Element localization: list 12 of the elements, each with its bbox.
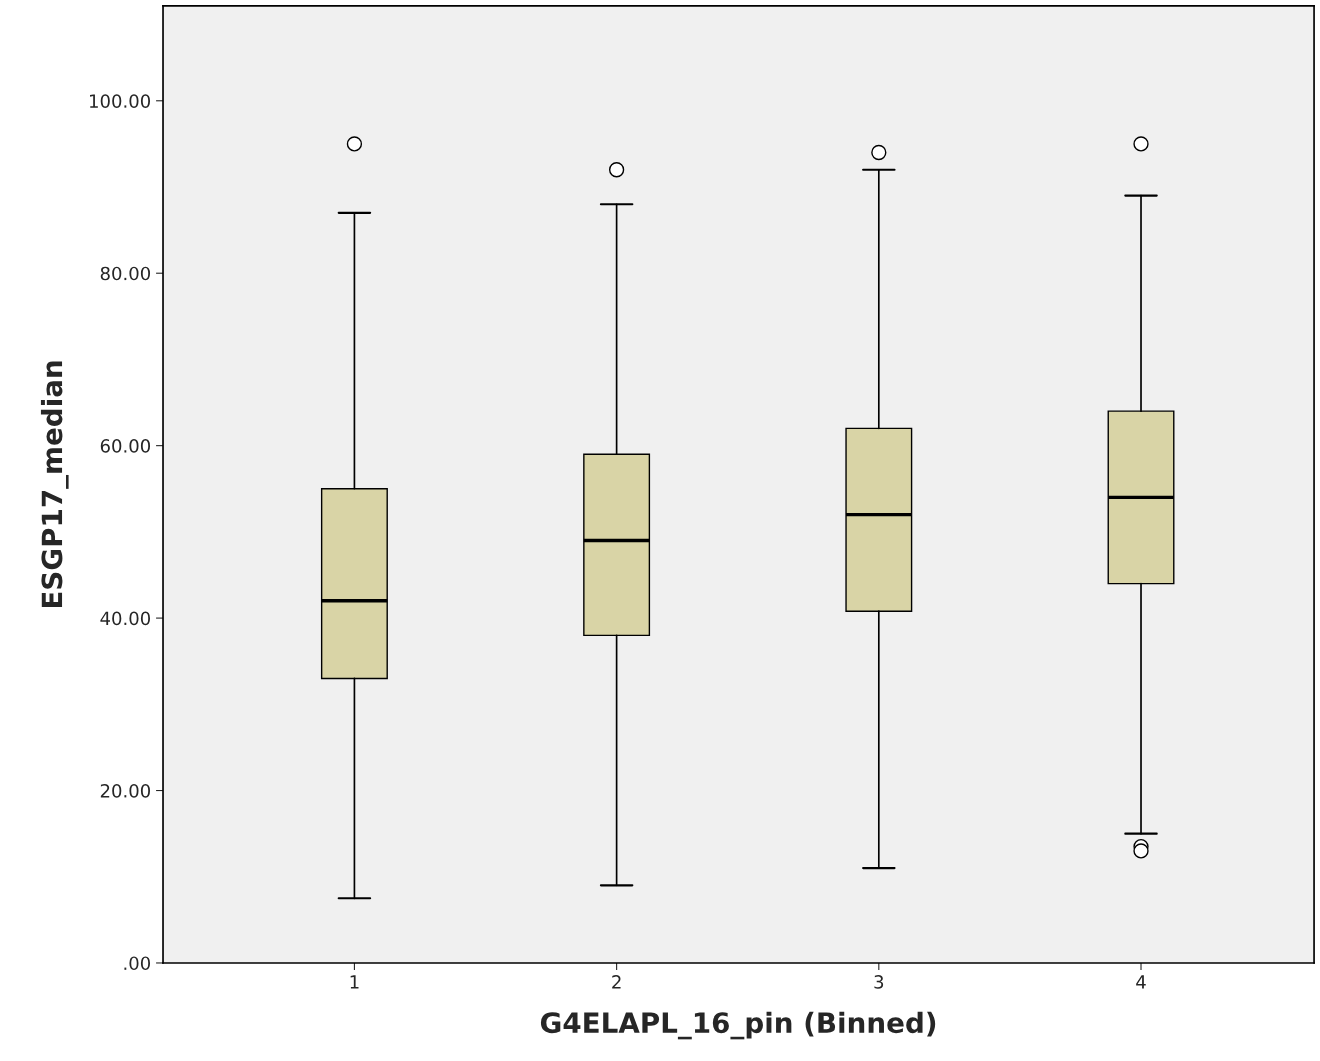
x-tick-label: 3	[874, 975, 884, 989]
y-tick-label: .00	[124, 956, 151, 971]
y-axis-title: ESGP17_median	[40, 361, 69, 608]
y-tick-label: 20.00	[100, 783, 151, 798]
x-tick-label: 1	[350, 975, 359, 989]
y-tick-label: 100.00	[90, 94, 151, 108]
x-axis-title: G4ELAPL_16_pin (Binned)	[540, 1011, 936, 1040]
y-tick-label: 40.00	[100, 611, 151, 626]
y-tick-label: 80.00	[100, 266, 151, 281]
x-tick-label: 4	[1136, 975, 1146, 989]
y-tick-label: 60.00	[100, 439, 151, 453]
x-tick-label: 2	[612, 975, 621, 989]
